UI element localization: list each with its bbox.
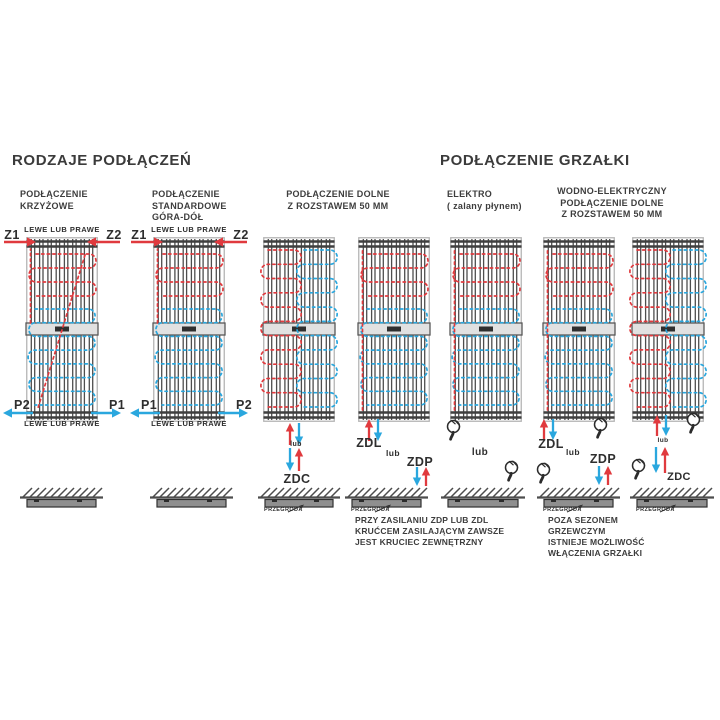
caption-lewe-lub-prawe: LEWE LUB PRAWE (151, 225, 227, 234)
note-heater-offseason: POZA SEZONEM GRZEWCZYM ISTNIEJE MOŻLIWOŚ… (548, 515, 645, 558)
caption-lewe-lub-prawe: LEWE LUB PRAWE (24, 419, 100, 428)
zdp-label: ZDP (406, 455, 434, 469)
supply-return-arrows (285, 423, 304, 445)
supply-arrow (214, 237, 247, 247)
heating-element-icon (593, 417, 608, 439)
heating-element-icon (686, 412, 701, 434)
zdc-label: ZDC (283, 472, 311, 486)
return-arrow (3, 408, 33, 418)
radiator-dolne-zdc (260, 237, 338, 422)
lub-label: lub (290, 441, 302, 448)
przegroda-label: PRZEGRODA (543, 506, 582, 513)
note-zdp-zdl-rule: PRZY ZASILANIU ZDP LUB ZDL KRUĆCEM ZASIL… (355, 515, 505, 547)
heating-element-icon (446, 419, 461, 441)
supply-arrow (131, 237, 163, 247)
heating-element-icon (504, 460, 519, 482)
return-arrow (91, 408, 121, 418)
radiator-standardowe (152, 237, 226, 422)
heating-element-icon (536, 462, 551, 484)
floor-section (537, 487, 620, 513)
supply-arrow (4, 237, 36, 247)
przegroda-label: PRZEGRODA (264, 506, 303, 513)
section-title-connection-types: RODZAJE PODŁĄCZEŃ (12, 152, 192, 169)
radiator-wodno-zdc (629, 237, 707, 422)
subheading-krzyzowe: PODŁĄCZENIE KRZYŻOWE (20, 189, 88, 211)
przegroda-label: PRZEGRODA (351, 506, 390, 513)
supply-port-label: Z1 (131, 228, 147, 242)
return-port-label: P2 (235, 398, 253, 412)
zdp-label: ZDP (589, 452, 617, 466)
return-port-label: P1 (108, 398, 126, 412)
radiator-elektro (449, 237, 523, 422)
supply-arrow (87, 237, 120, 247)
lub-label: lub (657, 437, 669, 444)
lub-label: lub (386, 448, 400, 458)
radiator-dolne-zdl-zdp (357, 237, 431, 422)
subheading-standardowe: PODŁĄCZENIE STANDARDOWE GÓRA-DÓŁ (152, 189, 227, 222)
supply-return-arrows (594, 466, 613, 485)
zdc-label: ZDC (667, 471, 691, 483)
supply-port-label: Z1 (4, 228, 20, 242)
radiator-krzyzowe (25, 237, 99, 422)
supply-port-label: Z2 (106, 228, 122, 242)
zdl-label: ZDL (356, 436, 382, 450)
caption-lewe-lub-prawe: LEWE LUB PRAWE (24, 225, 100, 234)
caption-lewe-lub-prawe: LEWE LUB PRAWE (151, 419, 227, 428)
floor-section (20, 487, 103, 508)
supply-return-arrows (412, 467, 431, 486)
return-arrow (130, 408, 160, 418)
heating-element-icon (631, 458, 646, 480)
supply-return-arrows (651, 447, 670, 473)
subheading-dolne-50mm: PODŁĄCZENIE DOLNE Z ROZSTAWEM 50 MM (286, 189, 390, 211)
floor-section (441, 487, 525, 508)
supply-return-arrows (539, 419, 558, 440)
przegroda-label: PRZEGRODA (636, 506, 675, 513)
radiator-wodno-zdl-zdp (542, 237, 616, 422)
floor-section (630, 487, 714, 513)
lub-label: lub (471, 447, 489, 458)
floor-section (150, 487, 233, 508)
supply-return-arrows (285, 448, 304, 471)
supply-return-arrows (364, 419, 383, 441)
supply-return-arrows (652, 415, 671, 436)
return-arrow (218, 408, 248, 418)
return-port-label: P2 (13, 398, 31, 412)
lub-label: lub (566, 447, 580, 457)
supply-port-label: Z2 (233, 228, 249, 242)
subheading-wodno-elektryczny: WODNO-ELEKTRYCZNY PODŁĄCZENIE DOLNE Z RO… (557, 186, 667, 219)
floor-section (258, 487, 341, 513)
subheading-elektro: ELEKTRO ( zalany płynem) (447, 189, 522, 211)
floor-section (345, 487, 428, 513)
zdl-label: ZDL (538, 437, 564, 451)
return-port-label: P1 (140, 398, 158, 412)
section-title-heater-connection: PODŁĄCZENIE GRZAŁKI (440, 152, 630, 169)
